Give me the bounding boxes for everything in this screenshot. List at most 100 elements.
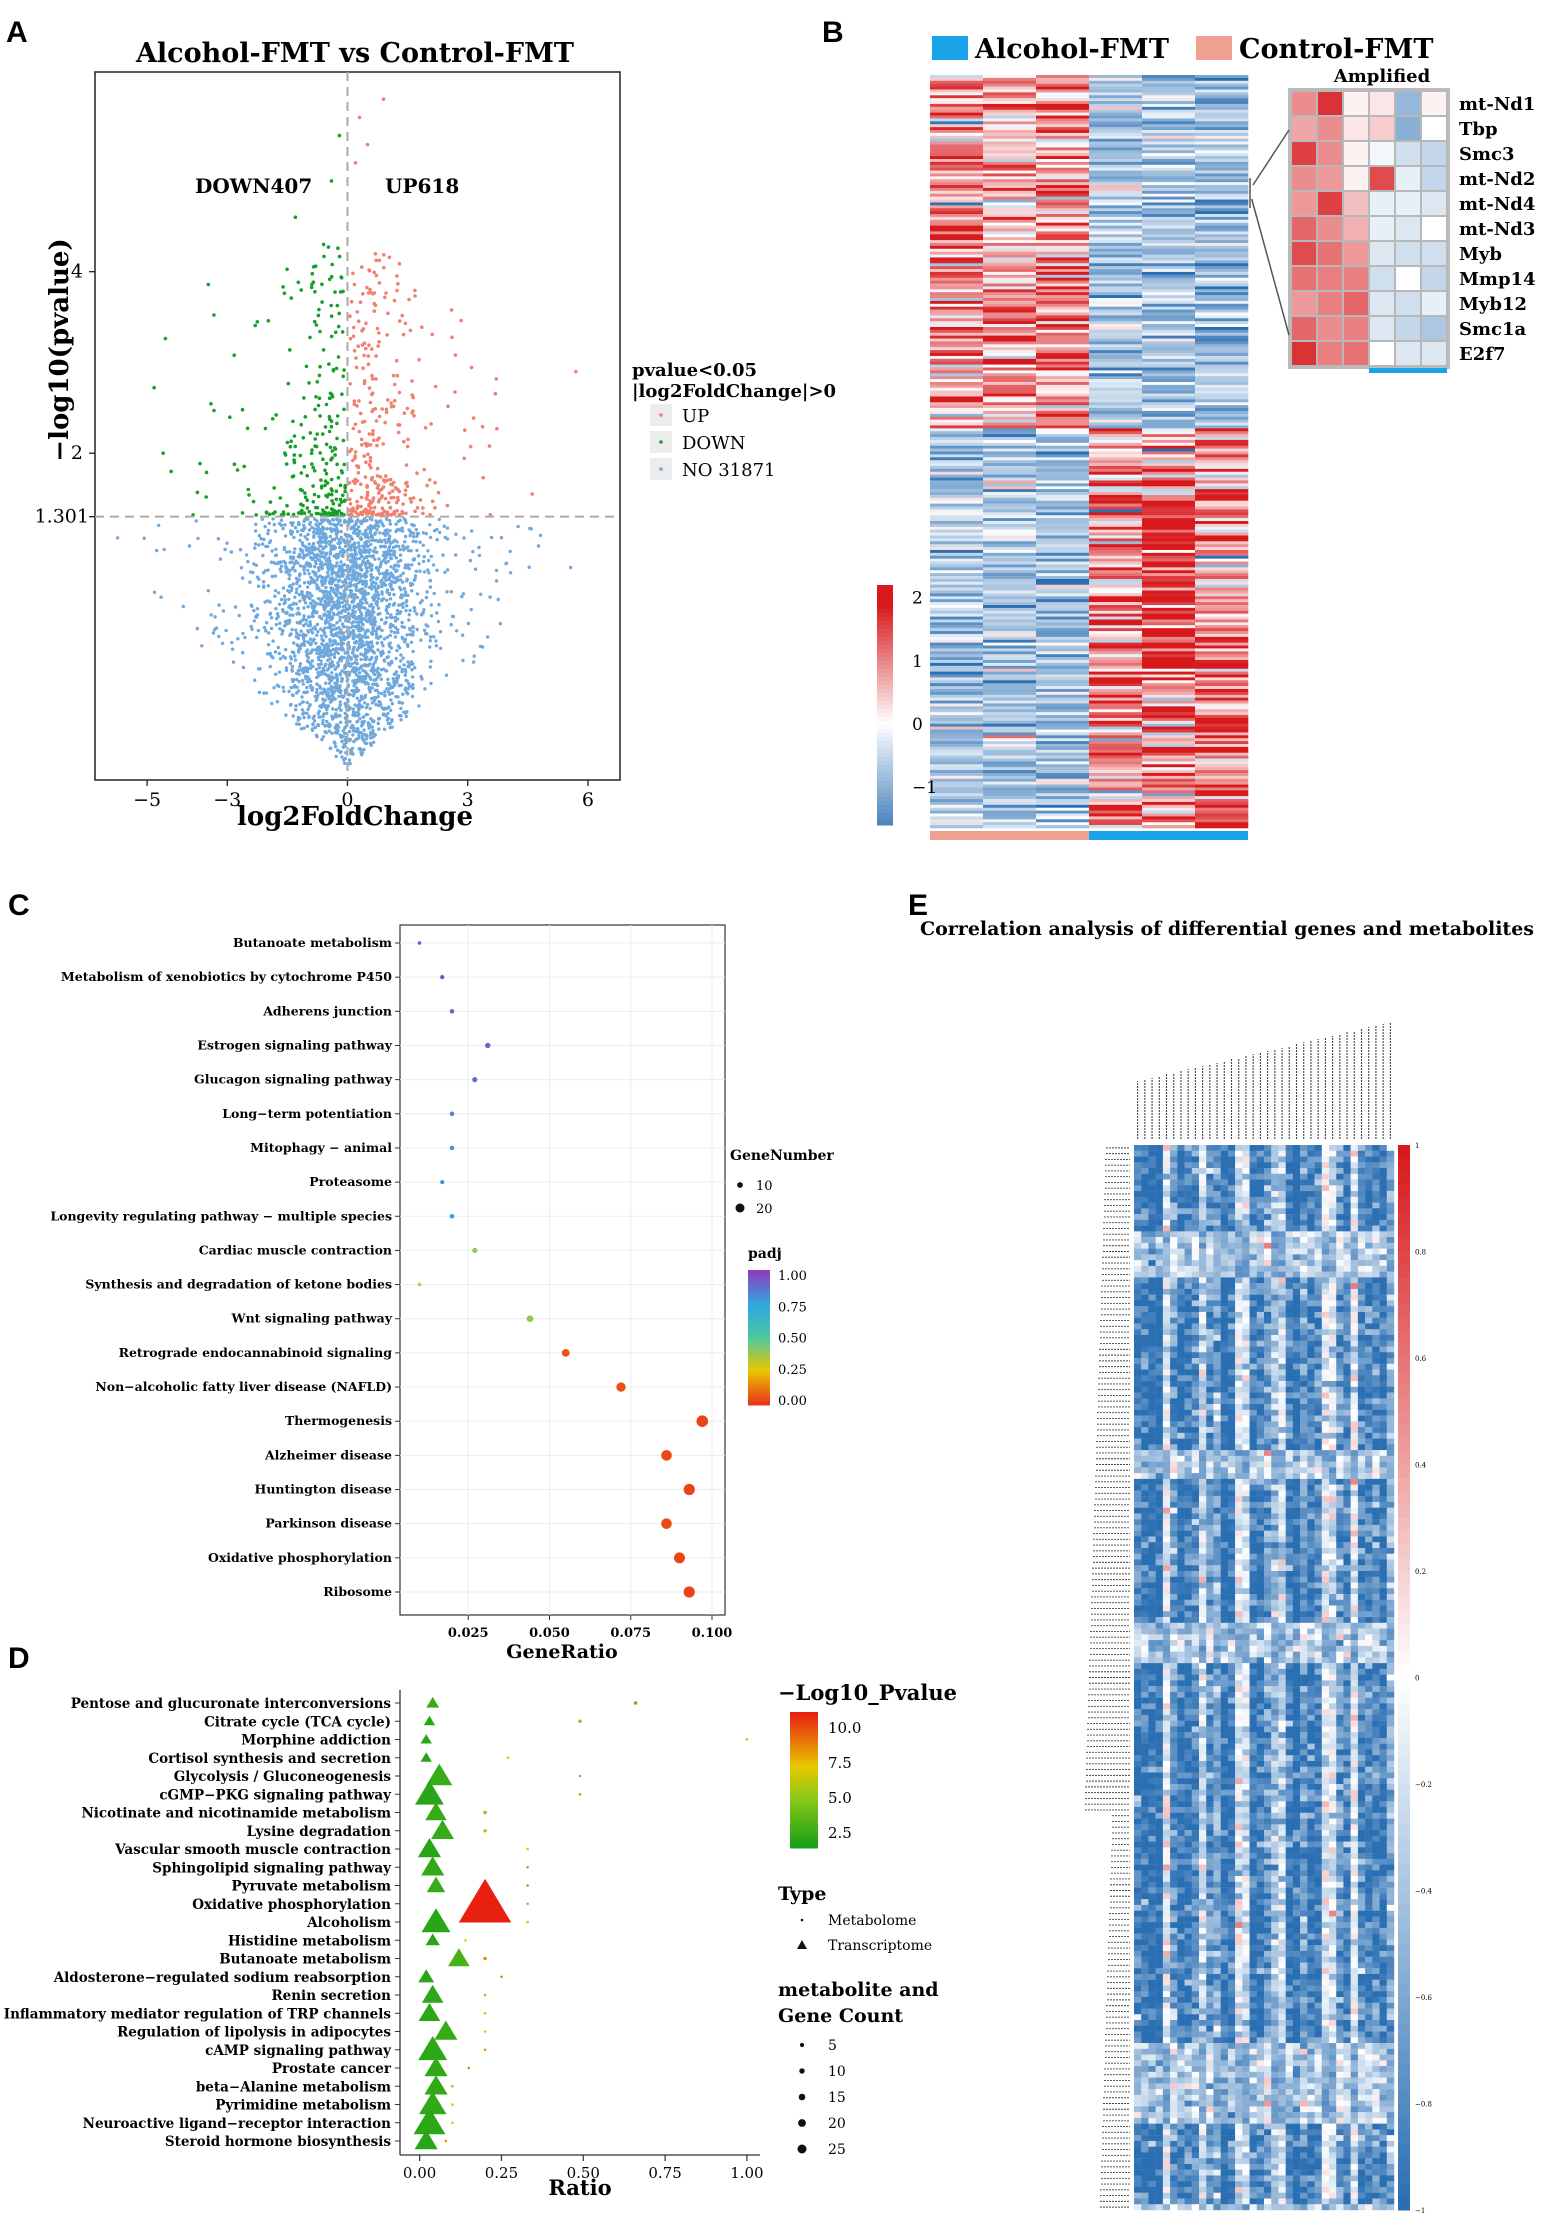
heatmap-cell xyxy=(1036,284,1089,287)
heatmap-cell xyxy=(1195,666,1248,669)
heatmap-cell xyxy=(1142,246,1195,249)
ns-gene-point xyxy=(338,706,341,709)
heatmap-cell xyxy=(1036,205,1089,208)
heatmap-cell xyxy=(983,550,1036,553)
heatmap-cell xyxy=(983,310,1036,313)
heatmap-cell xyxy=(1036,706,1089,709)
ns-gene-point xyxy=(389,625,392,628)
heatmap-cell xyxy=(1142,260,1195,263)
ns-gene-point xyxy=(380,585,383,588)
ns-gene-point xyxy=(314,642,317,645)
inset-gene-label: mt-Nd2 xyxy=(1459,169,1535,190)
heatmap-cell xyxy=(983,240,1036,243)
heatmap-cell xyxy=(1195,292,1248,295)
ns-gene-point xyxy=(345,651,348,654)
heatmap-cell xyxy=(930,689,983,692)
ns-gene-point xyxy=(321,551,324,554)
up-gene-point xyxy=(355,464,359,468)
heatmap-cell xyxy=(930,559,983,562)
heatmap-cell xyxy=(1195,84,1248,87)
heatmap-cell xyxy=(1195,92,1248,95)
ns-gene-point xyxy=(258,691,261,694)
ns-gene-point xyxy=(345,636,348,639)
heatmap-cell xyxy=(930,535,983,538)
ns-gene-point xyxy=(333,571,336,574)
ns-gene-point xyxy=(268,600,271,603)
heatmap-cell xyxy=(983,588,1036,591)
heatmap-cell xyxy=(1142,521,1195,524)
ns-gene-point xyxy=(419,639,422,642)
heatmap-cell xyxy=(1089,790,1142,793)
heatmap-cell xyxy=(1036,446,1089,449)
heatmap-cell xyxy=(983,614,1036,617)
ns-gene-point xyxy=(415,528,418,531)
ns-gene-point xyxy=(325,712,328,715)
down-gene-point xyxy=(338,255,342,259)
ns-gene-point xyxy=(374,678,377,681)
heatmap-cell xyxy=(983,805,1036,808)
up-gene-point xyxy=(354,161,358,165)
pathway-label: Metabolism of xenobiotics by cytochrome … xyxy=(61,969,392,984)
heatmap-cell xyxy=(1142,414,1195,417)
ns-gene-point xyxy=(413,609,416,612)
ns-gene-point xyxy=(297,637,300,640)
down-gene-point xyxy=(328,278,332,282)
ns-gene-point xyxy=(297,669,300,672)
ns-gene-point xyxy=(358,671,361,674)
heatmap-cell xyxy=(1142,779,1195,782)
up-gene-point xyxy=(401,502,405,506)
down-gene-point xyxy=(335,367,339,371)
ns-gene-point xyxy=(380,590,383,593)
ns-gene-point xyxy=(285,612,288,615)
heatmap-cell xyxy=(1036,550,1089,553)
inset-cell xyxy=(1395,141,1421,166)
colorbar-step xyxy=(877,601,893,606)
up-gene-point xyxy=(574,370,578,374)
heatmap-cell xyxy=(1036,89,1089,92)
heatmap-cell xyxy=(1036,672,1089,675)
heatmap-cell xyxy=(1089,229,1142,232)
ns-gene-point xyxy=(283,602,286,605)
ns-gene-point xyxy=(403,540,406,543)
ns-gene-point xyxy=(307,615,310,618)
up-gene-point xyxy=(360,329,364,333)
heatmap-cell xyxy=(1195,654,1248,657)
ns-gene-point xyxy=(384,545,387,548)
ns-gene-point xyxy=(261,554,264,557)
heatmap-cell xyxy=(1142,310,1195,313)
ns-gene-point xyxy=(372,663,375,666)
heatmap-cell xyxy=(1089,292,1142,295)
heatmap-cell xyxy=(1142,104,1195,107)
heatmap-cell xyxy=(1089,576,1142,579)
heatmap-cell xyxy=(983,657,1036,660)
ns-gene-point xyxy=(281,527,284,530)
ns-gene-point xyxy=(422,608,425,611)
ns-gene-point xyxy=(335,676,338,679)
heatmap-cell xyxy=(983,814,1036,817)
ns-gene-point xyxy=(377,727,380,730)
heatmap-cell xyxy=(930,573,983,576)
heatmap-cell xyxy=(1036,666,1089,669)
ns-gene-point xyxy=(350,565,353,568)
ns-gene-point xyxy=(372,581,375,584)
down-gene-point xyxy=(317,308,321,312)
heatmap-cell xyxy=(1089,191,1142,194)
ns-gene-point xyxy=(331,717,334,720)
heatmap-cell xyxy=(1195,509,1248,512)
ns-gene-point xyxy=(273,523,276,526)
up-gene-point xyxy=(376,467,380,471)
heatmap-cell xyxy=(1089,255,1142,258)
heatmap-cell xyxy=(983,318,1036,321)
heatmap-cell xyxy=(983,142,1036,145)
down-gene-point xyxy=(317,404,321,408)
up-gene-point xyxy=(348,498,352,502)
heatmap-cell xyxy=(1089,301,1142,304)
heatmap-cell xyxy=(1089,796,1142,799)
heatmap-cell xyxy=(1089,214,1142,217)
heatmap-cell xyxy=(1036,171,1089,174)
ns-gene-point xyxy=(385,560,388,563)
heatmap-cell xyxy=(930,324,983,327)
ns-gene-point xyxy=(342,695,345,698)
heatmap-cell xyxy=(1195,107,1248,110)
heatmap-cell xyxy=(1036,758,1089,761)
